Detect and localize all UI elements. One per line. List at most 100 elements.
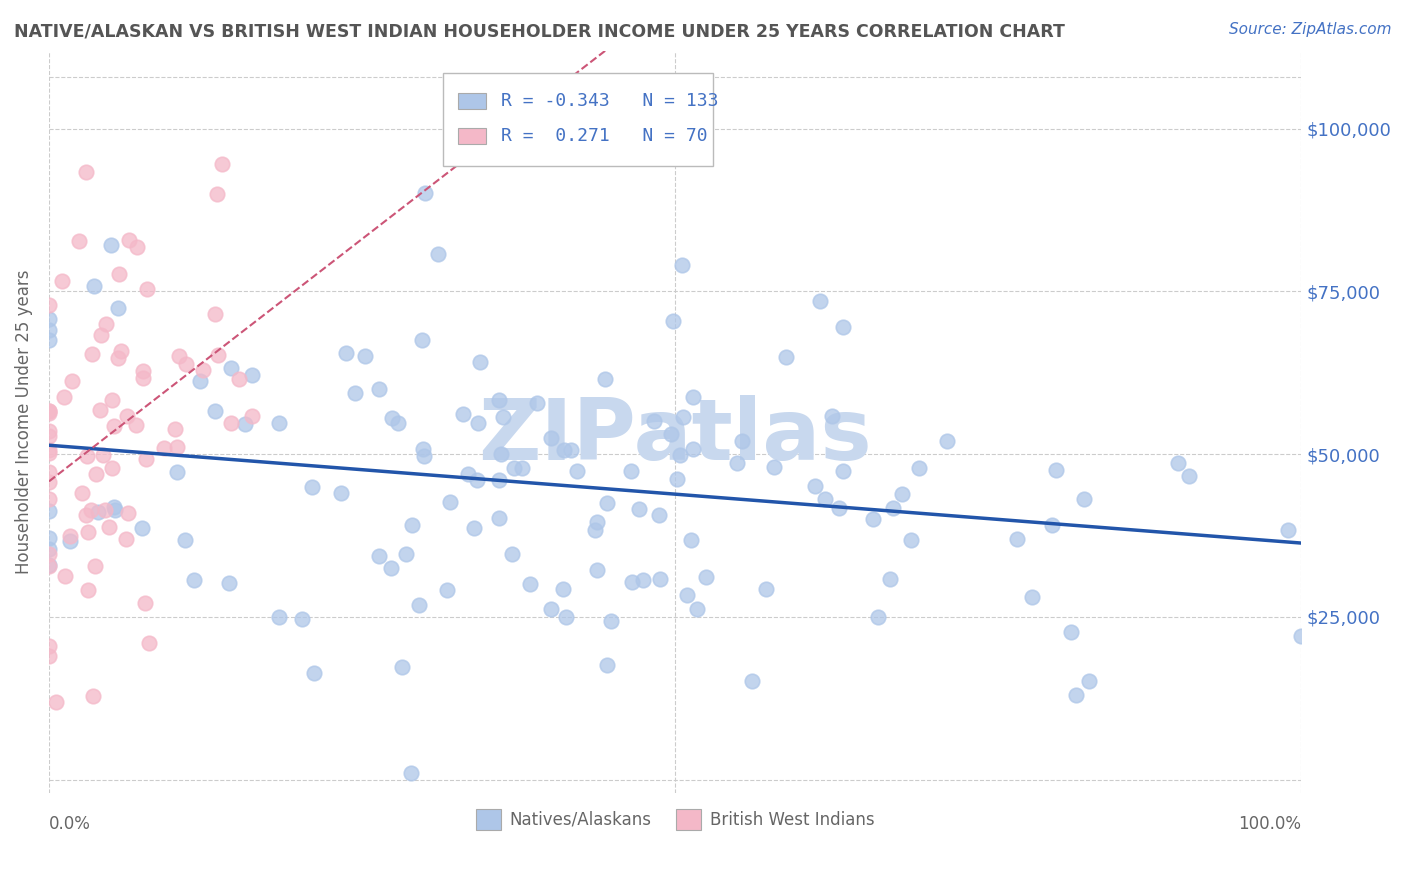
Point xyxy=(72,486,94,500)
FancyBboxPatch shape xyxy=(443,73,713,166)
Point xyxy=(682,442,704,456)
Point xyxy=(831,464,853,478)
Point xyxy=(1005,532,1028,546)
Point xyxy=(38,475,60,489)
Point xyxy=(1060,625,1083,640)
Point xyxy=(540,602,562,616)
Point xyxy=(77,524,100,539)
Point xyxy=(53,568,76,582)
Point xyxy=(453,408,475,422)
Point xyxy=(1073,492,1095,507)
Point xyxy=(669,449,692,463)
Point xyxy=(540,431,562,445)
Text: Source: ZipAtlas.com: Source: ZipAtlas.com xyxy=(1229,22,1392,37)
Point xyxy=(648,508,671,522)
Point xyxy=(67,234,90,248)
Point xyxy=(301,480,323,494)
Point xyxy=(76,450,98,464)
Y-axis label: Householder Income Under 25 years: Householder Income Under 25 years xyxy=(15,269,32,574)
Point xyxy=(436,583,458,598)
Point xyxy=(124,417,146,432)
Point xyxy=(413,186,436,200)
Point xyxy=(381,410,404,425)
Point xyxy=(519,576,541,591)
Point xyxy=(593,372,616,386)
Point xyxy=(233,417,256,431)
Point xyxy=(218,575,240,590)
Point xyxy=(492,410,515,425)
Point xyxy=(38,404,60,418)
Point xyxy=(38,323,60,337)
Point xyxy=(167,350,190,364)
Point xyxy=(166,466,188,480)
Point xyxy=(103,500,125,515)
Point xyxy=(672,409,695,424)
Point xyxy=(335,346,357,360)
Point xyxy=(228,372,250,386)
Text: 0.0%: 0.0% xyxy=(49,815,91,833)
Point xyxy=(38,406,60,420)
Point xyxy=(87,505,110,519)
Point xyxy=(412,442,434,456)
Point xyxy=(882,501,904,516)
Point xyxy=(463,521,485,535)
Point xyxy=(38,424,60,438)
Point xyxy=(59,529,82,543)
Point xyxy=(166,440,188,454)
Point xyxy=(804,479,827,493)
Point xyxy=(188,375,211,389)
Point xyxy=(38,547,60,561)
Point xyxy=(174,533,197,547)
Point xyxy=(671,258,693,272)
Point xyxy=(269,416,291,430)
Point xyxy=(565,464,588,478)
Point xyxy=(596,496,619,510)
Point xyxy=(86,467,108,482)
Point xyxy=(821,409,844,423)
Point xyxy=(731,434,754,449)
Point xyxy=(380,561,402,575)
Point xyxy=(413,450,436,464)
Point xyxy=(83,279,105,293)
Point xyxy=(104,503,127,517)
Point xyxy=(457,467,479,482)
Point xyxy=(1277,523,1299,537)
Point xyxy=(620,575,643,590)
Point xyxy=(467,416,489,430)
Point xyxy=(775,350,797,364)
FancyBboxPatch shape xyxy=(458,93,486,110)
Point xyxy=(94,503,117,517)
Point xyxy=(387,417,409,431)
Point xyxy=(127,239,149,253)
Point xyxy=(592,89,614,103)
Point xyxy=(107,301,129,316)
Point xyxy=(659,426,682,441)
Point xyxy=(814,491,837,506)
Point xyxy=(110,343,132,358)
Point xyxy=(368,549,391,563)
Text: NATIVE/ALASKAN VS BRITISH WEST INDIAN HOUSEHOLDER INCOME UNDER 25 YEARS CORRELAT: NATIVE/ALASKAN VS BRITISH WEST INDIAN HO… xyxy=(14,22,1064,40)
Point xyxy=(38,443,60,458)
Point xyxy=(343,386,366,401)
Point xyxy=(38,465,60,479)
Point xyxy=(100,392,122,407)
Point xyxy=(1045,463,1067,477)
Point xyxy=(75,508,97,522)
Point xyxy=(1178,469,1201,483)
Point xyxy=(82,347,104,361)
Point xyxy=(207,348,229,362)
Point xyxy=(560,442,582,457)
Point xyxy=(204,404,226,418)
Point xyxy=(666,472,689,486)
Point xyxy=(82,690,104,704)
Point xyxy=(59,533,82,548)
Point xyxy=(38,404,60,418)
Point xyxy=(681,533,703,547)
Point xyxy=(131,521,153,535)
Point xyxy=(207,186,229,201)
Point xyxy=(936,434,959,449)
Point xyxy=(488,473,510,487)
Point xyxy=(38,429,60,443)
Point xyxy=(138,636,160,650)
Point xyxy=(1021,590,1043,604)
